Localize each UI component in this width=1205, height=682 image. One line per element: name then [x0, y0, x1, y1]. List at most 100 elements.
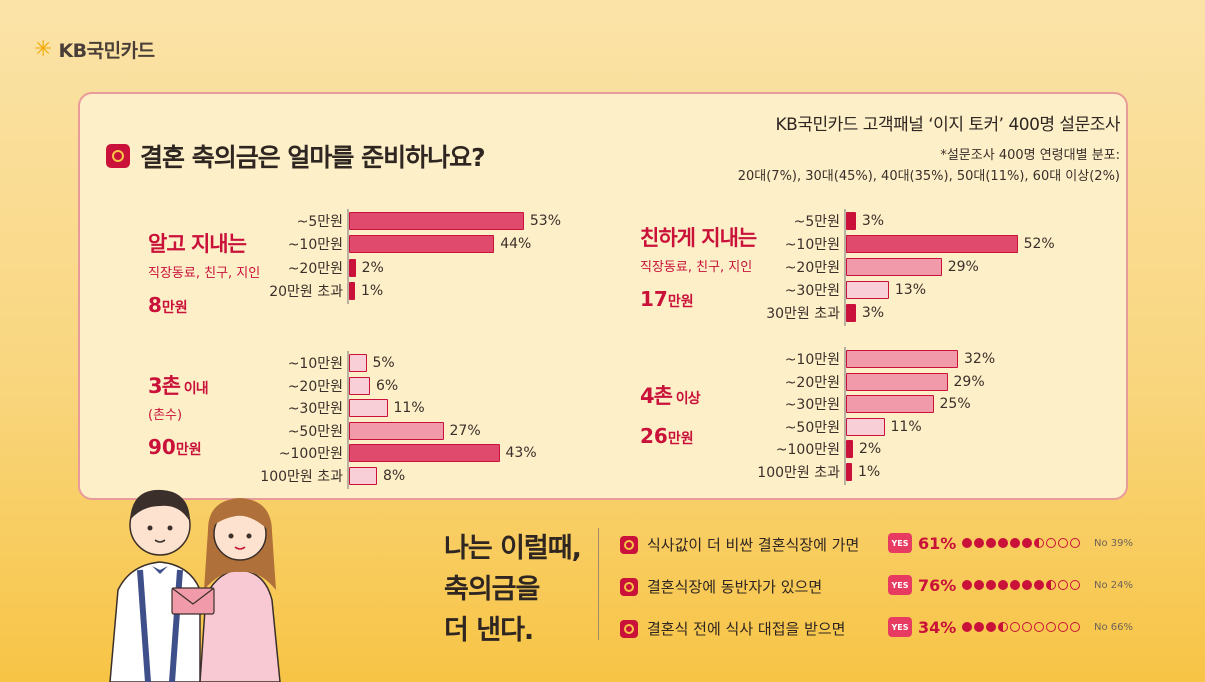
- yes-percent: 34%: [918, 617, 957, 637]
- chart-axis: [347, 209, 349, 305]
- bar-category-label: ~20만원: [784, 260, 840, 276]
- condition-text: 식사값이 더 비싼 결혼식장에 가면: [647, 536, 860, 554]
- bar-value-label: 6%: [376, 377, 399, 394]
- bar-row: ~10만원 5%: [288, 353, 395, 373]
- chart-axis: [844, 347, 846, 485]
- bar: [846, 304, 856, 322]
- condition-item: 결혼식장에 동반자가 있으면: [620, 576, 822, 597]
- question-title: 결혼 축의금은 얼마를 준비하나요?: [106, 138, 486, 174]
- bar-row: ~30만원 11%: [288, 398, 425, 418]
- vote-dot: [962, 622, 972, 632]
- vote-dot: [1034, 622, 1044, 632]
- group-amount: 26만원: [640, 424, 694, 448]
- survey-info: KB국민카드 고객패널 ‘이지 토커’ 400명 설문조사 *설문조사 400명…: [738, 110, 1121, 187]
- bar: [846, 350, 958, 368]
- question-text: 결혼 축의금은 얼마를 준비하나요?: [140, 143, 486, 172]
- bar-row: ~100만원 2%: [776, 439, 881, 459]
- bar: [349, 376, 370, 395]
- bar-row: 100만원 초과 1%: [757, 462, 880, 482]
- bar-row: ~5만원 3%: [794, 211, 884, 231]
- bar-row: ~50만원 27%: [288, 421, 481, 441]
- vote-dots: [962, 622, 1080, 632]
- vote-dot: [974, 580, 984, 590]
- condition-text: 결혼식장에 동반자가 있으면: [647, 578, 823, 596]
- vote-result: YES 34% No 66%: [888, 617, 1133, 637]
- bar-category-label: ~100만원: [278, 446, 343, 463]
- vote-dot: [1010, 580, 1020, 590]
- group-amount: 90만원: [148, 435, 202, 459]
- bar-value-label: 3%: [861, 305, 885, 321]
- condition-text: 결혼식 전에 식사 대접을 받으면: [647, 620, 846, 638]
- bar-category-label: ~5만원: [793, 214, 840, 230]
- bar-value-label: 11%: [393, 400, 425, 417]
- vote-result: YES 76% No 24%: [888, 575, 1133, 595]
- bar-category-label: ~30만원: [784, 397, 840, 414]
- bar-row: ~20만원 29%: [785, 257, 979, 277]
- vote-dot: [998, 538, 1008, 548]
- vote-dot: [962, 580, 972, 590]
- thumbs-up-yes-icon: YES: [888, 575, 912, 595]
- vote-dot: [974, 538, 984, 548]
- bar: [349, 258, 356, 277]
- vote-dot: [1034, 580, 1044, 590]
- bar-row: ~20만원 6%: [288, 376, 399, 396]
- bar-value-label: 27%: [449, 422, 481, 439]
- divider: [598, 528, 599, 640]
- chart-axis: [844, 209, 846, 326]
- bottom-title: 나는 이럴때, 축의금을 더 낸다.: [444, 528, 582, 651]
- bar: [349, 467, 377, 485]
- bottom-title-line: 더 낸다.: [444, 615, 534, 646]
- group-sub: 직장동료, 친구, 지인: [640, 260, 753, 275]
- bar-category-label: ~20만원: [287, 260, 343, 277]
- bar-category-label: ~50만원: [287, 423, 343, 440]
- bar-category-label: ~50만원: [784, 419, 840, 436]
- condition-item: 결혼식 전에 식사 대접을 받으면: [620, 618, 845, 639]
- bar-category-label: ~10만원: [784, 237, 840, 253]
- yes-percent: 76%: [918, 575, 957, 595]
- bar-category-label: ~30만원: [784, 283, 840, 299]
- vote-dot: [1070, 580, 1080, 590]
- condition-icon: [620, 619, 638, 638]
- bar-value-label: 1%: [361, 282, 384, 299]
- bar-category-label: ~100만원: [775, 442, 840, 459]
- group-amount: 8만원: [148, 293, 188, 317]
- bar: [846, 372, 948, 391]
- vote-dot: [1022, 538, 1032, 548]
- thumbs-up-yes-icon: YES: [888, 617, 912, 637]
- group-3chon: 3촌 이내 (촌수) 90만원: [148, 370, 209, 459]
- bar: [349, 421, 444, 440]
- condition-item: 식사값이 더 비싼 결혼식장에 가면: [620, 534, 859, 555]
- bar-value-label: 52%: [1023, 236, 1055, 252]
- vote-dot: [1046, 622, 1056, 632]
- group-close: 친하게 지내는 직장동료, 친구, 지인 17만원: [640, 222, 757, 311]
- bar-value-label: 29%: [947, 259, 979, 275]
- vote-dot: [998, 622, 1008, 632]
- group-sub: 직장동료, 친구, 지인: [148, 266, 261, 281]
- bar-category-label: 100만원 초과: [260, 469, 343, 485]
- bar-value-label: 43%: [505, 445, 537, 462]
- bar: [846, 395, 934, 414]
- condition-icon: [620, 577, 638, 596]
- bar-value-label: 32%: [964, 351, 996, 367]
- no-percent: No 24%: [1094, 579, 1134, 591]
- bar-value-label: 29%: [953, 373, 985, 390]
- vote-dot: [1022, 622, 1032, 632]
- chart-axis: [347, 351, 349, 489]
- group-4chon: 4촌 이상 26만원: [640, 380, 701, 448]
- bar-category-label: ~30만원: [287, 401, 343, 418]
- bar-value-label: 44%: [500, 236, 532, 253]
- yes-percent: 61%: [918, 533, 957, 553]
- vote-result: YES 61% No 39%: [888, 533, 1133, 553]
- bar: [846, 463, 852, 481]
- bar: [349, 399, 388, 418]
- survey-panel: [78, 92, 1128, 500]
- bar-row: ~20만원 29%: [785, 372, 985, 392]
- vote-dots: [962, 580, 1080, 590]
- bar: [349, 212, 524, 230]
- brand-name: KB국민카드: [58, 40, 155, 62]
- vote-dot: [974, 622, 984, 632]
- bar-row: ~30만원 25%: [785, 394, 971, 414]
- bar-category-label: ~5만원: [296, 214, 343, 230]
- vote-dot: [1046, 580, 1056, 590]
- vote-dot: [1070, 538, 1080, 548]
